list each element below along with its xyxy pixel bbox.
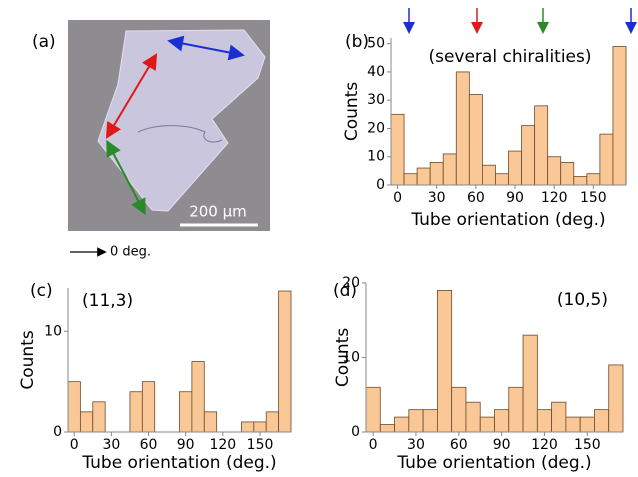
y-tick-label: 10 [367,149,385,165]
bar [429,161,444,186]
x-tick-label: 90 [493,437,511,453]
annotation: (several chiralities) [428,47,591,67]
bar [191,361,205,433]
bar [522,334,538,433]
bar [129,391,143,433]
y-tick-label: 0 [351,424,360,440]
bar [436,290,453,433]
bar [468,94,483,186]
bar [394,416,410,433]
bar [422,409,438,433]
x-tick-label: 60 [140,437,158,453]
panel-label: (c) [30,281,53,301]
annotation: (10,5) [557,290,608,310]
x-axis-label: Tube orientation (deg.) [396,453,591,473]
x-axis-label: Tube orientation (deg.) [410,210,605,230]
panel-label: (b) [345,32,369,52]
bar [551,401,567,433]
bar [365,386,381,433]
bar [451,386,467,433]
x-tick-label: 30 [428,190,446,206]
x-tick-label: 0 [369,437,378,453]
bar [379,424,395,433]
y-tick-label: 20 [342,275,360,291]
bar [241,421,255,433]
bar [481,164,496,186]
y-axis-label: Counts [342,82,362,141]
x-tick-label: 150 [247,437,274,453]
y-tick-label: 20 [367,120,385,136]
y-tick-label: 40 [367,64,385,80]
bar [573,176,588,186]
reference-label: 0 deg. [110,245,151,260]
bar [416,167,431,186]
x-tick-label: 120 [209,437,236,453]
annotation: (11,3) [82,291,133,311]
bar [579,416,595,433]
arrow [105,53,158,139]
bar [534,105,549,186]
x-tick-label: 90 [506,190,524,206]
x-tick-label: 120 [541,190,568,206]
bar [455,71,470,186]
y-tick-label: 0 [376,177,385,193]
arrow [167,35,245,61]
y-tick-label: 50 [367,36,385,52]
bar [494,409,510,433]
scale-label: 200 μm [189,203,247,221]
bar [92,401,106,433]
bar [465,401,481,433]
bar [608,364,624,433]
bar [203,411,218,433]
x-tick-label: 60 [450,437,468,453]
x-axis-label: Tube orientation (deg.) [81,453,276,473]
bar [79,411,94,433]
x-tick-label: 150 [574,437,601,453]
bar [253,421,267,433]
bar [521,125,536,186]
bar [586,173,601,186]
bar [408,409,424,433]
bar [390,113,405,186]
y-axis-label: Counts [18,330,38,389]
x-tick-label: 120 [531,437,558,453]
y-tick-label: 30 [367,92,385,108]
y-tick-label: 10 [342,350,360,366]
bar [179,391,193,433]
panel-label: (d) [333,281,357,301]
x-tick-label: 30 [407,437,425,453]
bar [547,156,562,186]
bar [612,46,627,186]
bar [594,409,610,433]
arrow [106,139,146,216]
bar [403,173,418,186]
x-tick-label: 0 [70,437,79,453]
bar [495,173,509,186]
bar [536,409,553,433]
bar [599,133,614,186]
bar [508,386,524,433]
bar [278,290,292,433]
bar [265,411,280,433]
x-tick-label: 0 [393,190,402,206]
y-tick-label: 0 [53,424,62,440]
y-axis-label: Counts [333,328,353,387]
panel-label: (a) [32,32,56,52]
x-tick-label: 30 [102,437,120,453]
bar [67,381,81,433]
bar [141,381,156,433]
crack [137,125,223,143]
y-tick-label: 10 [44,323,62,339]
bar [479,416,495,433]
x-tick-label: 150 [580,190,607,206]
x-tick-label: 60 [467,190,485,206]
bar [560,161,575,186]
bar [442,153,457,186]
x-tick-label: 90 [177,437,195,453]
bar [565,416,581,433]
bar [508,150,522,186]
